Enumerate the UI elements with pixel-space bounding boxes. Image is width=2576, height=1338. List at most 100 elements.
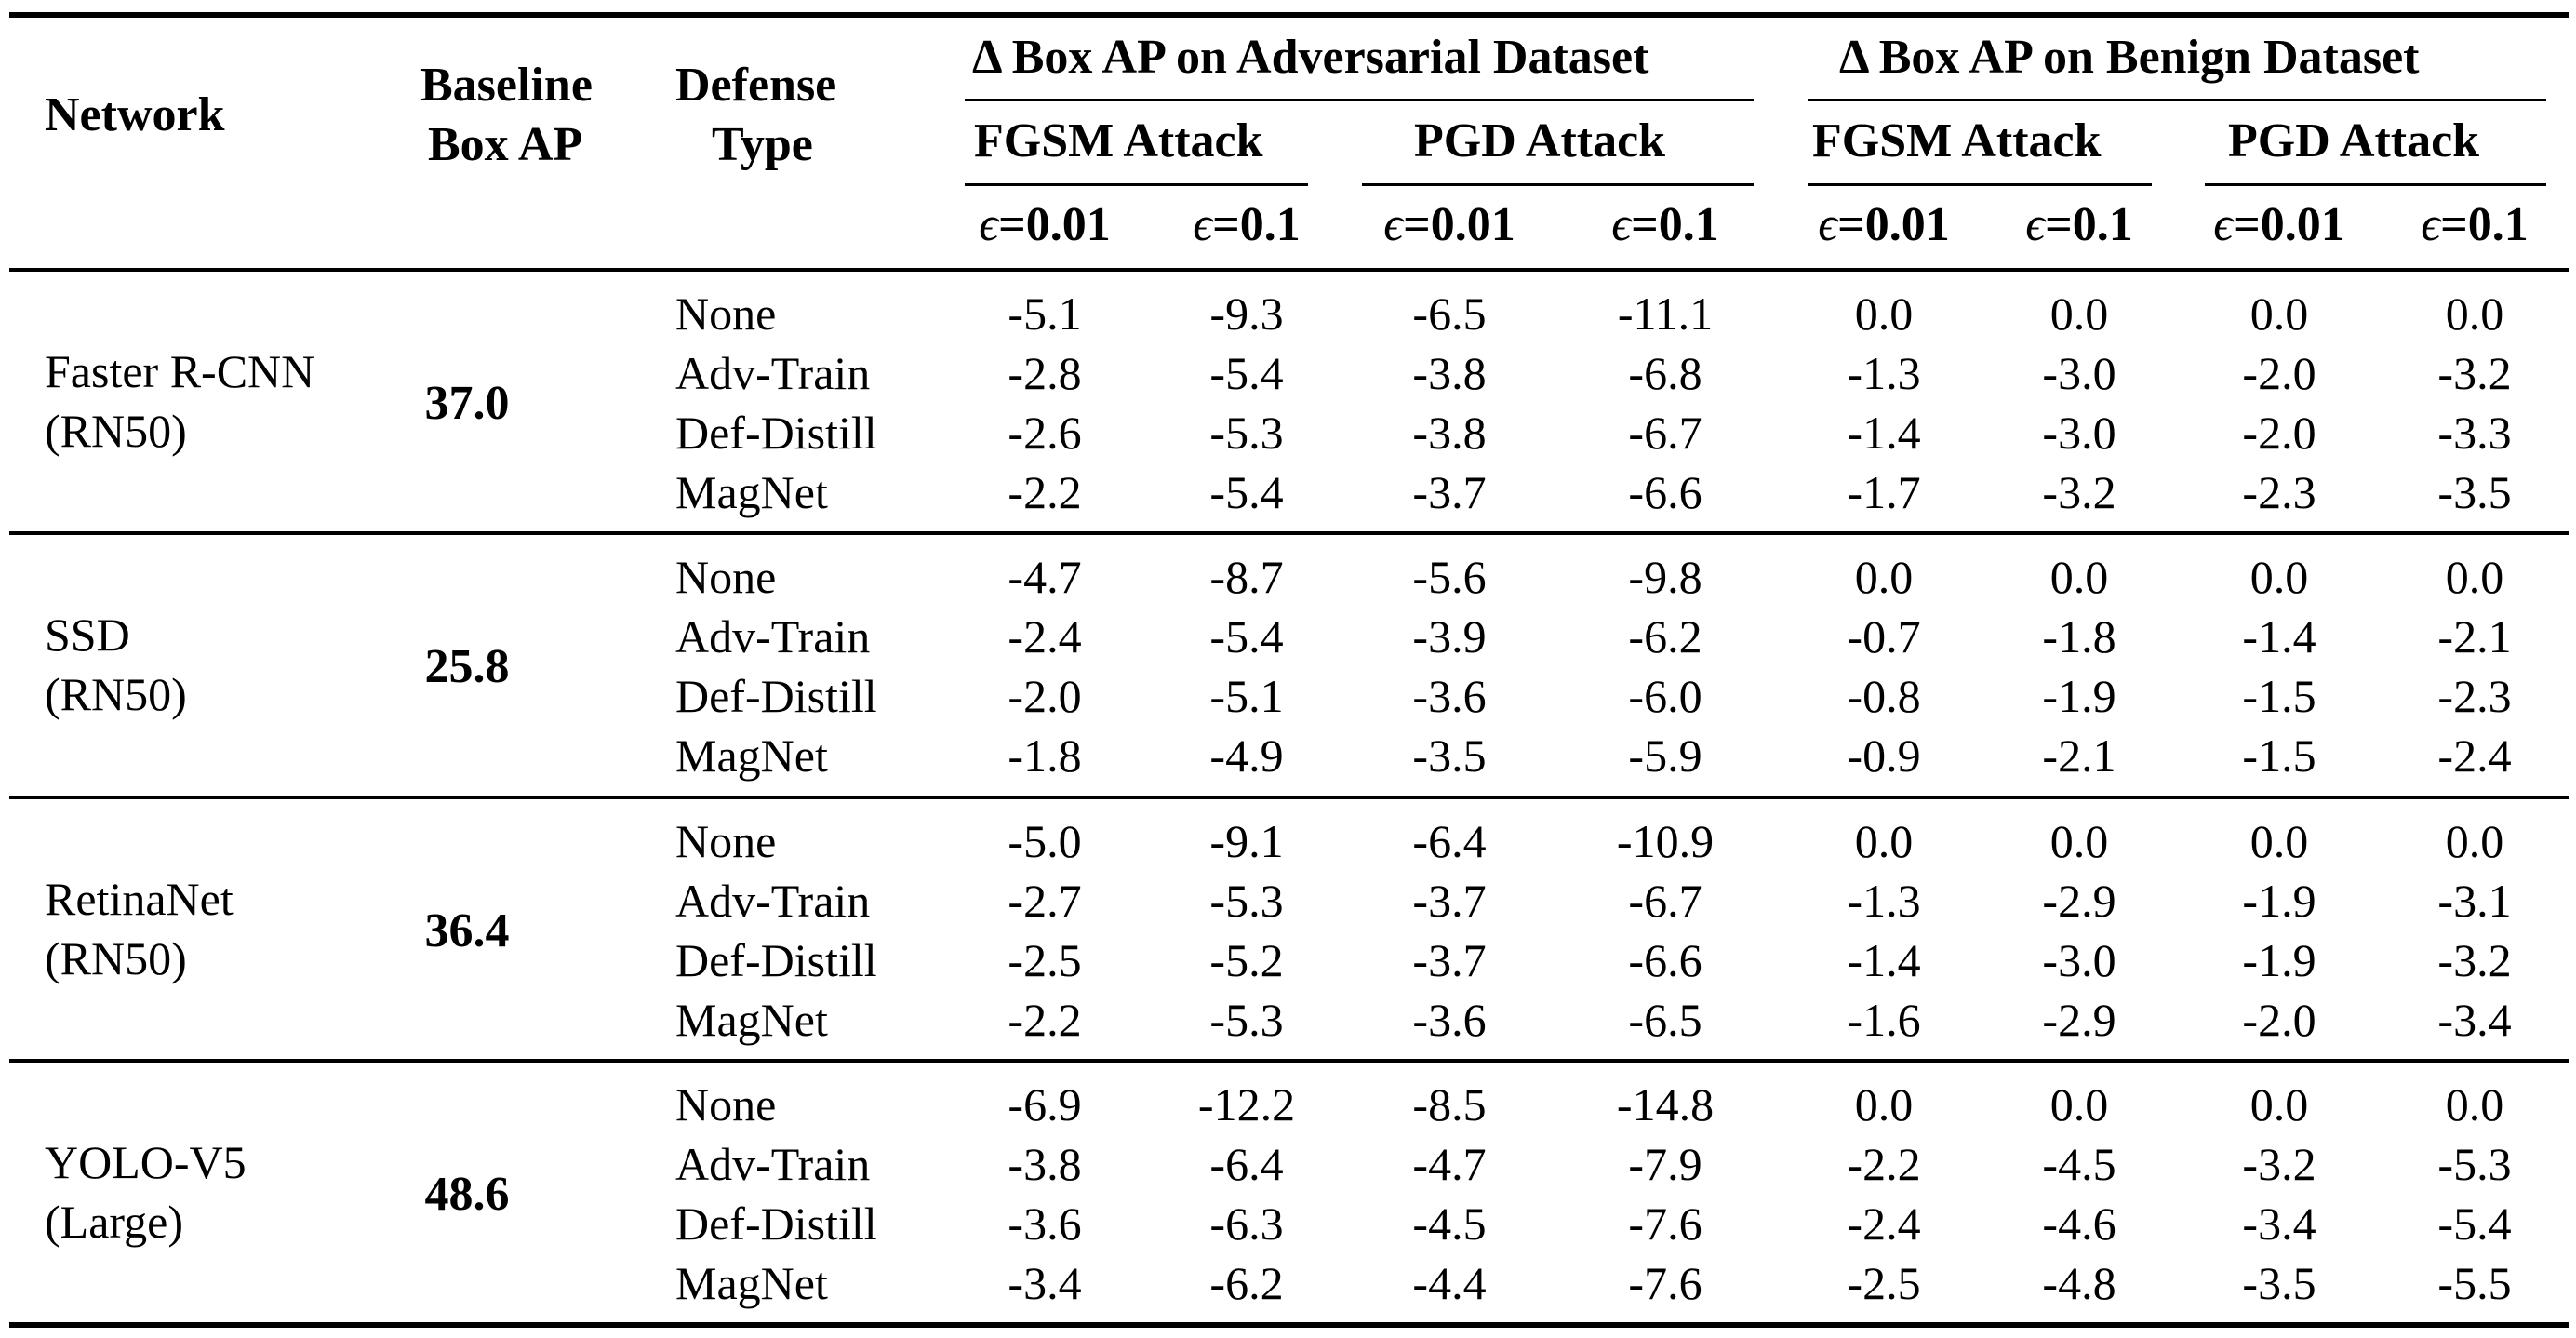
defense-type: Def-Distill	[675, 1198, 877, 1250]
cell-ben_fgsm_0.1: 0.0	[2049, 1078, 2109, 1131]
cell-adv_fgsm_0.1: -5.1	[1209, 670, 1284, 722]
cell-ben_fgsm_0.01: -0.8	[1847, 670, 1921, 722]
epsilon-header-ben_pgd_0.1: ϵ=0.1	[2372, 201, 2576, 249]
cell-adv_pgd_0.01: -3.8	[1412, 407, 1487, 459]
block-rule-1	[9, 531, 2569, 535]
baseline-box-ap: 37.0	[424, 377, 510, 430]
cell-adv_pgd_0.1: -11.1	[1617, 288, 1714, 340]
cell-ben_fgsm_0.1: -3.0	[2042, 407, 2116, 459]
cell-ben_fgsm_0.01: -1.6	[1847, 994, 1921, 1046]
header-adv-fgsm: FGSM Attack	[974, 114, 1263, 167]
epsilon-header-ben_fgsm_0.1: ϵ=0.1	[1977, 201, 2182, 249]
cell-adv_fgsm_0.01: -2.2	[1008, 994, 1082, 1046]
epsilon-symbol: ϵ	[2213, 198, 2234, 251]
network-name: RetinaNet	[45, 873, 234, 925]
epsilon-header-adv_fgsm_0.1: ϵ=0.1	[1144, 201, 1349, 249]
network-backbone: (RN50)	[45, 405, 187, 457]
cell-ben_pgd_0.1: 0.0	[2445, 1078, 2504, 1131]
cell-adv_pgd_0.1: -6.2	[1628, 610, 1702, 662]
cell-adv_pgd_0.01: -8.5	[1412, 1078, 1487, 1131]
cell-ben_fgsm_0.1: -1.8	[2042, 610, 2116, 662]
cell-adv_fgsm_0.01: -1.8	[1008, 729, 1082, 782]
defense-type: Adv-Train	[675, 347, 871, 399]
epsilon-value: =0.1	[2440, 198, 2529, 251]
cell-ben_fgsm_0.1: -3.0	[2042, 347, 2116, 399]
cell-adv_pgd_0.01: -3.7	[1412, 466, 1487, 518]
cell-ben_pgd_0.01: -1.5	[2242, 670, 2316, 722]
cell-adv_fgsm_0.1: -4.9	[1209, 729, 1284, 782]
attack-rule-adv-fgsm	[965, 183, 1308, 186]
cell-adv_pgd_0.01: -3.8	[1412, 347, 1487, 399]
attack-rule-adv-pgd	[1362, 183, 1754, 186]
cell-ben_fgsm_0.1: -2.9	[2042, 875, 2116, 927]
cell-adv_pgd_0.1: -5.9	[1628, 729, 1702, 782]
cell-adv_pgd_0.01: -6.4	[1412, 815, 1487, 867]
group-rule-benign	[1808, 99, 2546, 101]
epsilon-symbol: ϵ	[1611, 198, 1632, 251]
epsilon-symbol: ϵ	[1193, 198, 1213, 251]
defense-type: MagNet	[675, 729, 828, 782]
cell-ben_pgd_0.01: 0.0	[2249, 288, 2309, 340]
cell-ben_pgd_0.1: -2.1	[2437, 610, 2512, 662]
cell-adv_fgsm_0.01: -5.1	[1008, 288, 1082, 340]
cell-adv_fgsm_0.01: -2.0	[1008, 670, 1082, 722]
epsilon-value: =0.01	[998, 198, 1111, 251]
header-defense-line2: Type	[712, 118, 813, 171]
cell-adv_pgd_0.01: -3.5	[1412, 729, 1487, 782]
header-rule	[9, 268, 2569, 272]
cell-ben_pgd_0.1: -3.2	[2437, 347, 2512, 399]
epsilon-header-adv_fgsm_0.01: ϵ=0.01	[942, 201, 1147, 249]
cell-adv_fgsm_0.1: -5.4	[1209, 347, 1284, 399]
defense-type: Adv-Train	[675, 875, 871, 927]
epsilon-value: =0.01	[1837, 198, 1950, 251]
defense-type: MagNet	[675, 994, 828, 1046]
cell-adv_pgd_0.1: -6.6	[1628, 466, 1702, 518]
cell-adv_fgsm_0.01: -2.4	[1008, 610, 1082, 662]
cell-adv_fgsm_0.1: -6.4	[1209, 1138, 1284, 1190]
network-backbone: (RN50)	[45, 668, 187, 720]
cell-ben_pgd_0.1: -5.4	[2437, 1198, 2512, 1250]
cell-ben_fgsm_0.01: -1.3	[1847, 347, 1921, 399]
cell-ben_fgsm_0.01: -0.7	[1847, 610, 1921, 662]
cell-ben_fgsm_0.1: -3.2	[2042, 466, 2116, 518]
cell-ben_fgsm_0.1: -1.9	[2042, 670, 2116, 722]
defense-type: None	[675, 1078, 777, 1131]
header-ben-pgd: PGD Attack	[2228, 114, 2480, 167]
cell-ben_pgd_0.01: -1.5	[2242, 729, 2316, 782]
cell-ben_pgd_0.1: -3.2	[2437, 934, 2512, 986]
cell-adv_fgsm_0.1: -5.3	[1209, 407, 1284, 459]
cell-adv_pgd_0.1: -6.8	[1628, 347, 1702, 399]
cell-adv_pgd_0.1: -7.6	[1628, 1198, 1702, 1250]
cell-adv_pgd_0.1: -6.5	[1628, 994, 1702, 1046]
epsilon-value: =0.1	[1631, 198, 1719, 251]
group-rule-adversarial	[965, 99, 1754, 101]
cell-ben_pgd_0.01: -2.0	[2242, 407, 2316, 459]
cell-adv_pgd_0.01: -3.6	[1412, 994, 1487, 1046]
cell-adv_fgsm_0.01: -5.0	[1008, 815, 1082, 867]
cell-ben_pgd_0.1: -5.3	[2437, 1138, 2512, 1190]
cell-ben_pgd_0.01: 0.0	[2249, 551, 2309, 603]
cell-adv_pgd_0.1: -6.7	[1628, 407, 1702, 459]
cell-ben_fgsm_0.01: 0.0	[1854, 551, 1914, 603]
cell-ben_pgd_0.01: 0.0	[2249, 1078, 2309, 1131]
cell-ben_fgsm_0.01: -0.9	[1847, 729, 1921, 782]
cell-ben_pgd_0.01: -2.3	[2242, 466, 2316, 518]
cell-ben_fgsm_0.01: -2.5	[1847, 1257, 1921, 1309]
cell-adv_pgd_0.1: -9.8	[1628, 551, 1702, 603]
epsilon-symbol: ϵ	[2421, 198, 2441, 251]
epsilon-header-ben_fgsm_0.01: ϵ=0.01	[1782, 201, 1986, 249]
network-name: Faster R-CNN	[45, 345, 315, 397]
epsilon-header-ben_pgd_0.01: ϵ=0.01	[2177, 201, 2382, 249]
cell-ben_fgsm_0.01: 0.0	[1854, 288, 1914, 340]
network-name: YOLO-V5	[45, 1136, 247, 1188]
cell-adv_fgsm_0.01: -3.4	[1008, 1257, 1082, 1309]
cell-adv_fgsm_0.1: -6.2	[1209, 1257, 1284, 1309]
cell-ben_fgsm_0.01: -2.4	[1847, 1198, 1921, 1250]
cell-adv_fgsm_0.01: -2.2	[1008, 466, 1082, 518]
cell-ben_fgsm_0.01: -1.3	[1847, 875, 1921, 927]
cell-ben_fgsm_0.01: 0.0	[1854, 1078, 1914, 1131]
cell-ben_fgsm_0.1: -4.8	[2042, 1257, 2116, 1309]
cell-adv_pgd_0.1: -6.7	[1628, 875, 1702, 927]
cell-adv_pgd_0.01: -3.7	[1412, 934, 1487, 986]
cell-adv_fgsm_0.1: -8.7	[1209, 551, 1284, 603]
